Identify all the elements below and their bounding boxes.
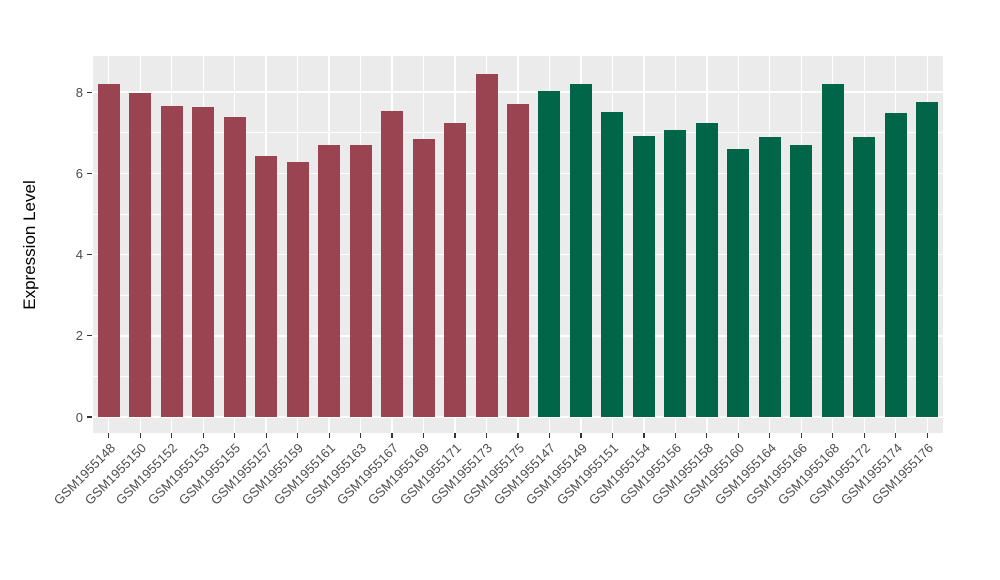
x-tick-mark [611,433,614,438]
bar-GSM1955173 [475,73,498,417]
x-tick-mark [234,433,236,438]
x-tick-mark [391,433,393,438]
x-tick-mark [800,433,802,438]
y-tick-mark [87,172,92,174]
y-tick-mark [87,254,92,256]
bar-GSM1955158 [695,123,718,417]
bar-GSM1955171 [444,123,467,417]
x-tick-mark [517,433,519,438]
bar-GSM1955176 [916,102,939,417]
x-tick-mark [895,433,897,438]
bar-GSM1955149 [569,83,592,417]
y-tick-label: 0 [75,409,83,425]
bar-GSM1955157 [255,155,278,417]
x-tick-mark [422,433,425,438]
y-tick-label: 6 [75,165,83,181]
x-tick-mark [580,433,582,438]
x-tick-mark [454,433,456,438]
bar-GSM1955152 [160,106,183,417]
bar-GSM1955175 [507,104,529,417]
x-tick-mark [485,433,488,438]
bar-GSM1955172 [853,136,876,417]
bar-GSM1955169 [412,138,435,417]
x-tick-mark [171,433,173,438]
x-tick-mark [926,433,928,438]
bar-GSM1955155 [223,117,246,417]
x-tick-mark [297,433,299,438]
bar-GSM1955150 [129,92,152,417]
bar-GSM1955159 [286,161,309,417]
y-tick-mark [87,416,92,418]
x-tick-mark [863,433,865,438]
bar-GSM1955160 [727,149,750,417]
bar-GSM1955148 [97,84,120,417]
bar-GSM1955151 [601,111,624,417]
plot-panel [93,56,943,433]
x-tick-mark [674,433,676,438]
x-tick-mark [706,433,708,438]
bar-GSM1955174 [884,112,907,417]
y-axis-title: Expression Level [20,180,39,310]
y-tick-mark [87,91,92,93]
x-tick-mark [832,433,834,438]
x-tick-mark [548,433,551,438]
x-tick-mark [643,433,645,438]
y-tick-label: 2 [75,328,83,344]
bar-GSM1955153 [192,107,215,417]
bar-GSM1955166 [790,144,813,417]
y-tick-label: 4 [75,247,83,263]
bar-GSM1955167 [381,110,404,417]
bar-GSM1955161 [318,145,341,417]
x-tick-mark [359,433,362,438]
x-tick-mark [265,433,267,438]
x-tick-mark [108,433,110,438]
x-tick-mark [769,433,771,438]
x-tick-mark [202,433,204,438]
x-tick-mark [139,433,141,438]
x-tick-mark [328,433,330,438]
bar-GSM1955164 [758,136,781,417]
x-tick-mark [737,433,739,438]
y-tick-mark [87,335,92,337]
bar-GSM1955154 [632,136,655,417]
y-tick-label: 8 [75,84,83,100]
bar-GSM1955163 [349,144,372,417]
bar-GSM1955156 [664,129,687,417]
bar-GSM1955147 [538,90,561,417]
bar-GSM1955168 [821,83,844,417]
